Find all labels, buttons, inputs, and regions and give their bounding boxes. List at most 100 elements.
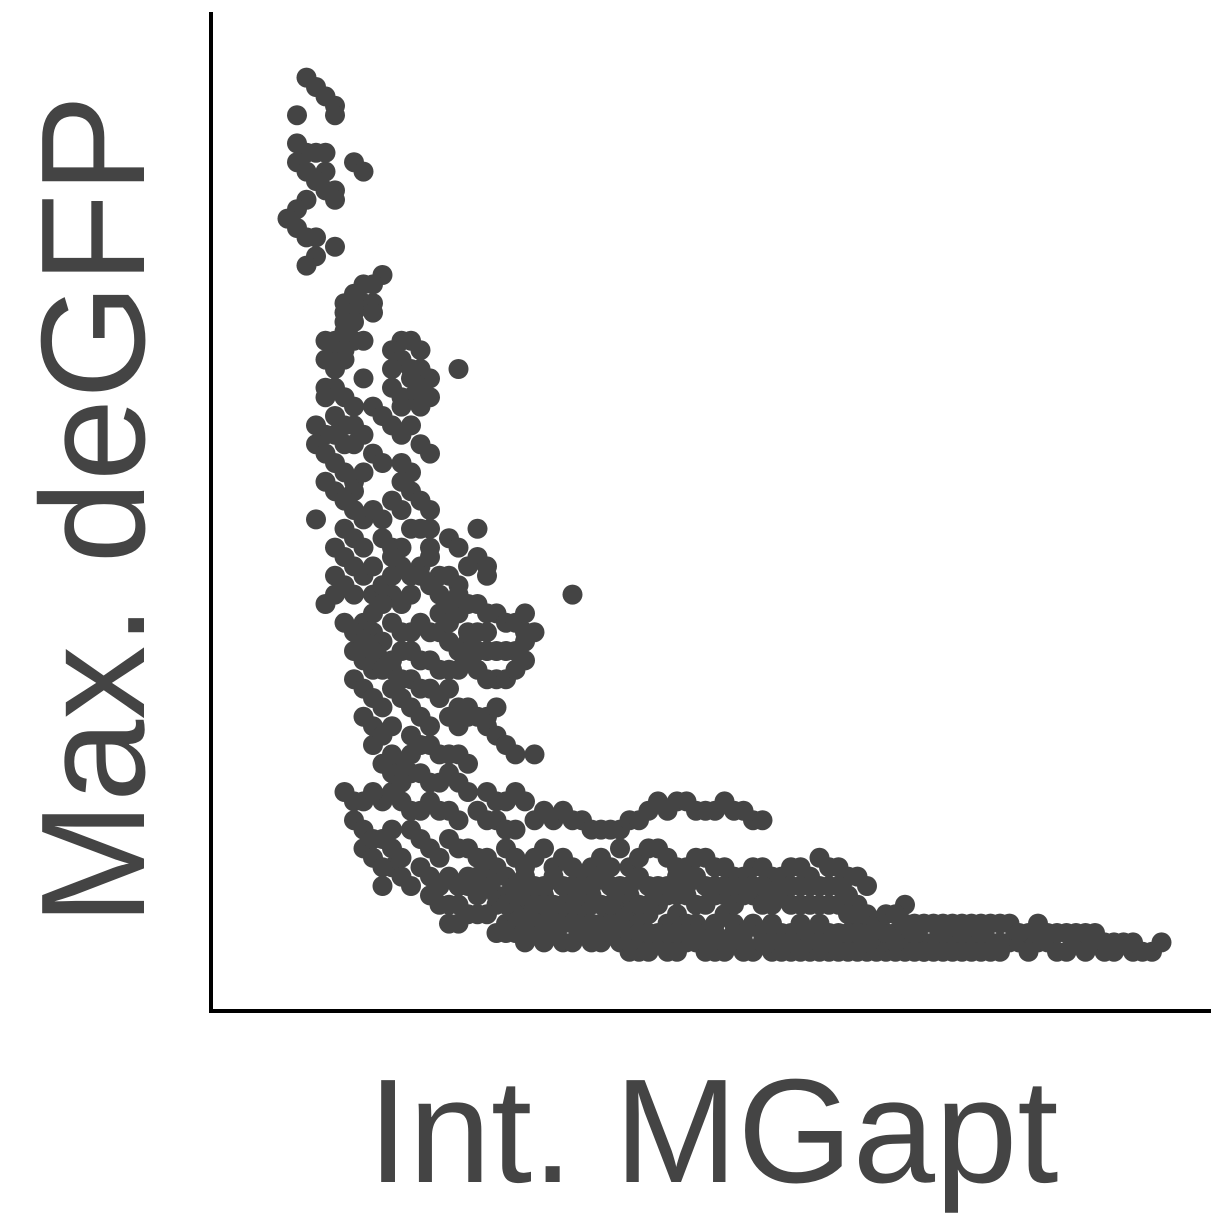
scatter-point — [325, 584, 345, 605]
scatter-point — [857, 876, 877, 896]
scatter-point — [914, 941, 934, 962]
scatter-point — [448, 537, 469, 558]
y-axis-title: Max. deGFP — [11, 95, 176, 926]
scatter-point — [401, 876, 421, 896]
scatter-point — [638, 941, 659, 962]
scatter-point — [344, 584, 364, 605]
scatter-point — [458, 782, 478, 802]
scatter-point — [391, 396, 412, 417]
scatter-point — [353, 161, 374, 182]
scatter-point — [1104, 932, 1124, 953]
scatter-point — [420, 518, 440, 539]
scatter-point — [410, 340, 431, 361]
scatter-point — [372, 876, 393, 896]
scatter-point — [458, 556, 478, 577]
scatter-point — [1151, 932, 1172, 953]
scatter-point — [486, 641, 507, 661]
scatter-point — [524, 744, 545, 765]
scatter-point — [391, 847, 412, 868]
scatter-point — [534, 838, 554, 859]
scatter-point — [505, 744, 526, 765]
scatter-point — [610, 913, 630, 934]
scatter-point — [382, 819, 402, 840]
scatter-point — [363, 302, 383, 323]
scatter-point — [1009, 923, 1029, 943]
scatter-point — [401, 584, 421, 605]
scatter-point — [667, 941, 687, 962]
scatter-point — [733, 932, 754, 953]
scatter-point — [353, 424, 374, 445]
scatter-point — [306, 227, 326, 248]
scatter-point — [486, 697, 507, 718]
scatter-point — [505, 819, 526, 840]
scatter-point — [401, 565, 421, 586]
scatter-point — [325, 236, 345, 257]
scatter-point — [401, 744, 421, 765]
scatter-point — [448, 810, 469, 831]
scatter-point — [467, 518, 488, 539]
scatter-point — [1123, 932, 1143, 953]
scatter-point — [420, 716, 440, 737]
scatter-point — [353, 537, 374, 558]
scatter-point — [382, 650, 402, 671]
scatter-point — [372, 697, 393, 718]
scatter-point — [429, 847, 450, 868]
scatter-point — [610, 838, 630, 859]
scatter-point — [420, 500, 440, 520]
scatter-point — [458, 706, 478, 727]
scatter-point — [353, 368, 374, 389]
scatter-point — [382, 678, 402, 699]
scatter-point — [990, 913, 1010, 934]
scatter-point — [391, 772, 412, 793]
scatter-point — [401, 415, 421, 436]
scatter-point — [363, 782, 383, 802]
scatter-point — [448, 359, 469, 379]
scatter-point — [296, 255, 317, 276]
scatter-point — [372, 594, 393, 614]
scatter-point — [325, 105, 345, 126]
scatter-point — [391, 500, 412, 520]
scatter-point — [382, 359, 402, 379]
scatter-point — [353, 330, 374, 351]
scatter-point — [420, 387, 440, 408]
scatter-point — [515, 603, 535, 624]
scatter-point — [353, 462, 374, 483]
scatter-point — [306, 509, 326, 530]
x-axis-title: Int. MGapt — [368, 1049, 1059, 1214]
scatter-point — [372, 453, 393, 473]
scatter-point — [477, 904, 497, 925]
scatter-point — [353, 631, 374, 652]
scatter-point — [828, 876, 849, 896]
scatter-point — [885, 932, 906, 953]
scatter-point — [344, 396, 364, 417]
scatter-point — [458, 594, 478, 614]
scatter-point — [287, 105, 307, 126]
scatter-point — [325, 359, 345, 379]
scatter-point — [410, 857, 431, 878]
scatter-point — [439, 678, 459, 699]
scatter-point — [1018, 941, 1039, 962]
scatter-point — [752, 810, 773, 831]
scatter-point — [420, 443, 440, 464]
scatter-point — [382, 716, 402, 737]
scatter-point — [382, 744, 402, 765]
scatter-point — [315, 387, 336, 408]
scatter-points — [277, 67, 1172, 962]
scatter-point — [477, 565, 497, 586]
scatter-point — [315, 142, 336, 163]
scatter-point — [420, 537, 440, 558]
scatter-point — [515, 791, 535, 812]
scatter-point — [325, 189, 345, 210]
scatter-point — [363, 556, 383, 577]
scatter-point — [372, 857, 393, 878]
scatter-point — [515, 650, 535, 671]
scatter-point — [458, 753, 478, 774]
scatter-point — [781, 932, 801, 953]
scatter-point — [382, 565, 402, 586]
scatter-point — [790, 913, 811, 934]
scatter-point — [515, 631, 535, 652]
scatter-point — [372, 509, 393, 530]
scatter-point — [990, 932, 1010, 953]
scatter-point — [420, 575, 440, 596]
